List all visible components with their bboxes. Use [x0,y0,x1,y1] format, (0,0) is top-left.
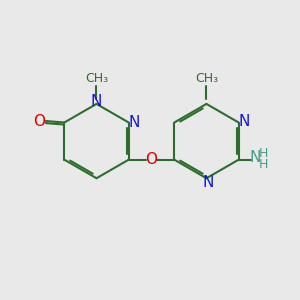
Text: N: N [91,94,102,109]
Text: CH₃: CH₃ [195,73,218,85]
Text: CH₃: CH₃ [85,73,108,85]
Text: O: O [33,113,45,128]
Text: N: N [128,115,140,130]
Text: H: H [258,158,268,171]
Text: H: H [258,147,268,160]
Text: O: O [146,152,158,167]
Text: N: N [250,150,261,165]
Text: N: N [202,175,214,190]
Text: N: N [239,113,250,128]
